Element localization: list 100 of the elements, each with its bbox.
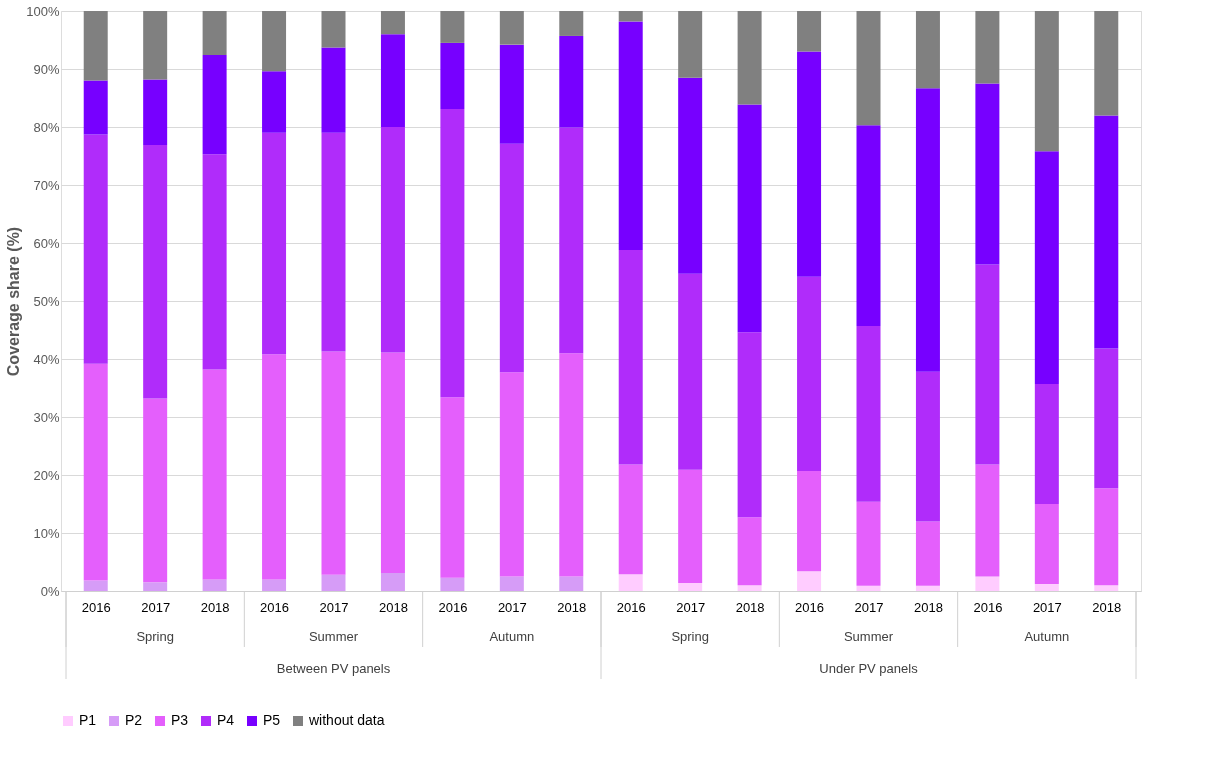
bar	[975, 576, 1000, 591]
x-tick-label: 2016	[616, 599, 646, 615]
x-tick-label: 2017	[319, 599, 349, 615]
bar	[143, 582, 168, 591]
bar	[797, 470, 822, 572]
bar	[797, 276, 822, 471]
x-tick-label: 2016	[973, 599, 1003, 615]
bar	[797, 571, 822, 591]
bar	[618, 11, 643, 22]
bar	[262, 132, 287, 355]
bar	[737, 104, 762, 333]
bar	[83, 580, 108, 591]
bar	[915, 88, 940, 372]
bar	[202, 154, 227, 370]
x-tick-label: 2017	[854, 599, 884, 615]
bar	[678, 77, 703, 274]
bar	[440, 109, 465, 398]
bar	[83, 11, 108, 81]
bar	[915, 585, 940, 591]
bar	[1094, 488, 1119, 586]
bar	[737, 585, 762, 591]
text: Autumn	[1024, 629, 1070, 644]
bar	[143, 398, 168, 583]
x-tick-label: 2017	[676, 599, 706, 615]
legend-label: without data	[308, 712, 385, 728]
bar	[440, 42, 465, 110]
bar	[440, 397, 465, 578]
bar	[678, 582, 703, 591]
text: Spring	[671, 629, 709, 644]
bar	[1034, 584, 1059, 591]
bar	[975, 464, 1000, 577]
bar	[202, 11, 227, 56]
y-tick-label: 50%	[33, 293, 60, 309]
x-tick-label: 2017	[141, 599, 171, 615]
x-tick-label: 2018	[1092, 599, 1122, 615]
bar	[321, 574, 346, 591]
bar	[262, 71, 287, 133]
x-tick-label: 2016	[81, 599, 111, 615]
bar	[678, 11, 703, 78]
bar	[83, 80, 108, 135]
bar	[321, 47, 346, 133]
legend-label: P1	[79, 712, 97, 728]
bar	[856, 125, 881, 326]
bar	[380, 11, 405, 35]
bar	[380, 127, 405, 353]
bar	[678, 273, 703, 470]
bar	[559, 11, 584, 36]
bar	[380, 352, 405, 574]
bar	[380, 573, 405, 591]
x-tick-label: 2017	[497, 599, 527, 615]
text: Summer	[843, 629, 894, 644]
y-axis-title: Coverage share (%)	[5, 226, 23, 377]
bar	[856, 11, 881, 126]
bar	[856, 585, 881, 591]
legend-label: P4	[217, 712, 235, 728]
y-tick-label: 40%	[33, 351, 60, 367]
legend-label: P3	[171, 712, 189, 728]
bar	[143, 144, 168, 399]
y-tick-label: 20%	[33, 467, 60, 483]
bar	[1034, 504, 1059, 585]
y-tick-label: 60%	[33, 235, 60, 251]
x-tick-label: 2016	[795, 599, 825, 615]
bar	[737, 517, 762, 586]
bar	[559, 35, 584, 128]
bar	[202, 55, 227, 155]
bar	[83, 363, 108, 581]
bar	[321, 351, 346, 575]
bar	[262, 11, 287, 72]
y-tick-label: 100%	[26, 3, 60, 19]
bar	[83, 134, 108, 364]
bar	[975, 264, 1000, 465]
bar	[678, 469, 703, 583]
bar	[856, 325, 881, 502]
bar	[321, 11, 346, 48]
bar	[737, 11, 762, 105]
bar	[440, 11, 465, 43]
y-tick-label: 10%	[33, 525, 60, 541]
bar	[559, 576, 584, 591]
text: Between PV panels	[276, 661, 391, 676]
bar	[202, 369, 227, 580]
bar	[559, 127, 584, 354]
bar	[797, 51, 822, 277]
bar	[202, 579, 227, 591]
x-tick-label: 2016	[438, 599, 468, 615]
bar	[143, 11, 168, 80]
bar	[915, 521, 940, 586]
bar	[618, 21, 643, 250]
x-tick-label: 2018	[378, 599, 408, 615]
bar	[975, 83, 1000, 265]
bar	[262, 579, 287, 591]
bar	[1094, 11, 1119, 116]
bar	[321, 132, 346, 352]
x-tick-label: 2018	[913, 599, 943, 615]
x-tick-label: 2016	[260, 599, 290, 615]
text: Under PV panels	[819, 661, 919, 676]
bar	[440, 577, 465, 591]
bar	[559, 353, 584, 577]
y-tick-label: 70%	[33, 177, 60, 193]
bar	[797, 11, 822, 52]
x-tick-label: 2017	[1032, 599, 1062, 615]
